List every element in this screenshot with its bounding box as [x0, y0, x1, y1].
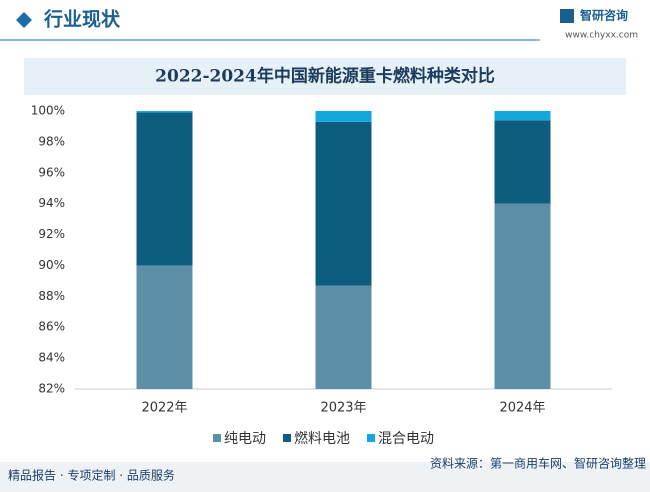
- footer-band: [0, 462, 650, 492]
- header-title: 行业现状: [43, 8, 121, 31]
- bar-segment: [315, 111, 372, 122]
- bar-segment: [494, 120, 551, 204]
- logo-icon: [560, 9, 574, 23]
- x-tick-label: 2023年: [320, 401, 366, 416]
- y-tick-label: 82%: [38, 382, 65, 396]
- bar-segment: [136, 111, 193, 113]
- chart-title: 2022-2024年中国新能源重卡燃料种类对比: [155, 66, 495, 87]
- legend-label: 纯电动: [224, 431, 266, 447]
- legend-swatch: [283, 434, 291, 442]
- header-icon: [16, 12, 32, 28]
- legend-label: 燃料电池: [294, 430, 350, 447]
- logo-text: 智研咨询: [579, 8, 628, 23]
- y-tick-label: 100%: [31, 104, 65, 118]
- footer-source: 资料来源：第一商用车网、智研咨询整理: [430, 456, 646, 471]
- bar-segment: [315, 121, 372, 286]
- title-band: [24, 58, 626, 95]
- x-tick-label: 2024年: [499, 401, 545, 416]
- y-tick-label: 94%: [38, 196, 65, 210]
- y-tick-label: 96%: [38, 165, 65, 179]
- legend-swatch: [367, 434, 375, 442]
- bar-segment: [136, 265, 193, 389]
- bar-segment: [136, 112, 193, 266]
- logo-url: www.chyxx.com: [565, 31, 638, 41]
- footer-left: 精品报告 · 专项定制 · 品质服务: [8, 468, 175, 483]
- y-tick-label: 98%: [38, 134, 65, 148]
- y-tick-label: 92%: [38, 227, 65, 241]
- bar-segment: [494, 111, 551, 121]
- legend-swatch: [213, 434, 221, 442]
- legend-label: 混合电动: [378, 431, 434, 447]
- y-tick-label: 90%: [38, 258, 65, 272]
- x-tick-label: 2022年: [141, 401, 187, 416]
- bar-segment: [494, 203, 551, 389]
- y-tick-label: 84%: [38, 351, 65, 365]
- y-tick-label: 88%: [38, 289, 65, 303]
- y-tick-label: 86%: [38, 320, 65, 334]
- bar-segment: [315, 285, 372, 389]
